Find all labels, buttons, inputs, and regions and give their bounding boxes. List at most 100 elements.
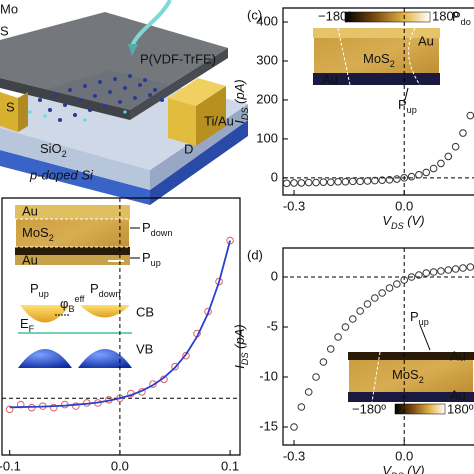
text-part: MoS (22, 225, 49, 240)
x-tick-label: -0.3 (283, 198, 305, 213)
data-point (171, 362, 179, 371)
data-point (400, 174, 409, 182)
text-part: down (151, 228, 173, 238)
inset-label: VB (136, 341, 153, 356)
schematic-label: SiO2 (40, 141, 67, 159)
data-point (466, 111, 474, 120)
text-part: V (382, 463, 392, 474)
inset-label: Au (450, 387, 466, 402)
data-point (371, 294, 379, 302)
text-part: V (382, 213, 392, 228)
x-tick-label: 0.0 (395, 448, 413, 463)
data-point (348, 177, 357, 186)
x-axis-label: VDS (V) (382, 213, 424, 231)
inset-label: Au (418, 33, 434, 48)
inset-label: −180º (318, 8, 352, 23)
data-point (437, 267, 445, 275)
y-tick-label: 300 (256, 52, 278, 67)
data-point (61, 400, 69, 409)
data-point (326, 345, 335, 353)
text-part: DS (391, 471, 404, 474)
data-point (422, 168, 431, 177)
data-point (371, 176, 379, 185)
text-part: DS (240, 352, 250, 365)
data-point (319, 178, 328, 186)
data-point (444, 152, 453, 161)
data-point (182, 351, 190, 360)
data-point (407, 273, 416, 281)
text-part: DS (391, 221, 404, 231)
plot-frame (282, 247, 474, 446)
inset-label: Pdown (142, 220, 172, 238)
data-point (393, 175, 401, 183)
device-schematic (0, 0, 248, 205)
data-point (385, 176, 394, 184)
text-part: 2 (419, 375, 424, 385)
text-part: P (90, 281, 99, 296)
data-point (341, 323, 350, 331)
data-point (429, 268, 438, 276)
data-point (363, 300, 372, 308)
text-part: SiO (40, 141, 62, 156)
data-point (407, 172, 416, 181)
data-point (290, 179, 298, 187)
inset-label: Au (22, 203, 38, 218)
text-part: do (461, 17, 471, 27)
plot-frame (1, 197, 241, 456)
text-part: up (419, 317, 429, 327)
x-axis-label: VDS (V) (382, 463, 424, 474)
inset-label: Pdown (90, 281, 120, 299)
inset-b (14, 204, 140, 368)
inset-d (347, 324, 474, 415)
inset-label: MoS2 (22, 225, 54, 243)
schematic-label: S (6, 99, 15, 114)
inset-label: MoS2 (363, 51, 395, 69)
data-point (319, 358, 328, 366)
data-point (312, 373, 320, 381)
text-part: 2 (390, 59, 395, 69)
data-point (312, 178, 320, 187)
y-tick-label: -15 (259, 418, 278, 433)
y-tick-label: 400 (256, 13, 278, 28)
text-part: F (29, 324, 35, 334)
data-point (415, 271, 423, 279)
fit-line (9, 240, 231, 409)
data-point (215, 277, 223, 286)
y-tick-label: 0 (271, 169, 278, 184)
text-part: down (99, 289, 121, 299)
panel-label: (c) (247, 7, 262, 22)
text-part: I (232, 120, 247, 124)
data-point (378, 176, 386, 184)
data-point (459, 129, 467, 137)
inset-label: Pup (142, 250, 161, 268)
data-point (356, 307, 364, 315)
data-point (297, 403, 306, 411)
text-part: up (151, 258, 161, 268)
data-point (334, 333, 342, 341)
data-point (290, 423, 298, 431)
inset-label: Pup (30, 281, 49, 299)
inset-label: CB (136, 304, 154, 319)
data-point (363, 177, 372, 185)
data-point (356, 177, 364, 186)
inset-label: Pup (410, 309, 429, 327)
y-tick-label: 0 (271, 268, 278, 283)
data-point (393, 280, 401, 288)
data-point (437, 159, 445, 168)
data-point (429, 164, 438, 173)
panel-label: (d) (247, 247, 263, 262)
schematic-label: D (184, 141, 193, 156)
text-part: P (142, 250, 151, 265)
schematic-label: Mo (0, 1, 18, 16)
x-tick-label: 0.0 (395, 198, 413, 213)
inset-label: Au (450, 348, 466, 363)
text-part: (V) (404, 213, 425, 228)
schematic-label: p-doped Si (29, 167, 94, 182)
lattice (38, 74, 164, 122)
schematic-label: S (0, 23, 9, 38)
data-point (5, 405, 14, 414)
inset-label: 180º (432, 8, 459, 23)
x-tick-label: 0.1 (221, 458, 239, 473)
y-tick-label: 100 (256, 130, 278, 145)
